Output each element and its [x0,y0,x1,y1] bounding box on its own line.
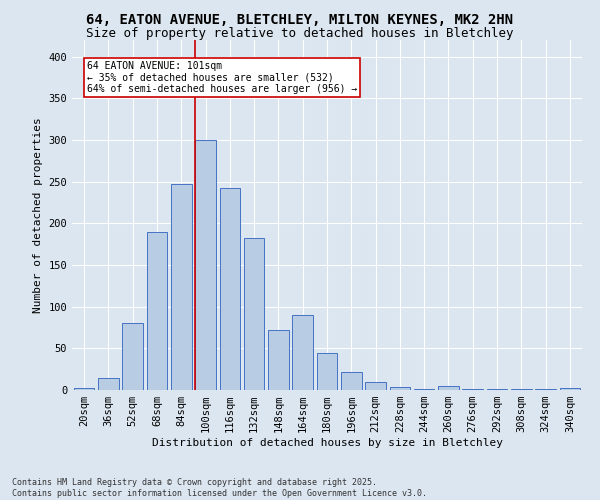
Bar [171,184,191,390]
Bar [535,389,556,390]
Bar [341,372,362,390]
Bar [365,382,386,390]
Bar [195,140,216,390]
Bar [74,388,94,390]
Bar [292,315,313,390]
Bar [511,389,532,390]
Bar [146,232,167,390]
Bar [560,388,580,390]
Text: Size of property relative to detached houses in Bletchley: Size of property relative to detached ho… [86,28,514,40]
Bar [317,352,337,390]
Bar [414,389,434,390]
Text: Contains HM Land Registry data © Crown copyright and database right 2025.
Contai: Contains HM Land Registry data © Crown c… [12,478,427,498]
Bar [244,238,265,390]
Bar [122,324,143,390]
Bar [220,188,240,390]
Bar [487,389,508,390]
Y-axis label: Number of detached properties: Number of detached properties [33,117,43,313]
Bar [463,389,483,390]
Bar [98,378,119,390]
Text: 64, EATON AVENUE, BLETCHLEY, MILTON KEYNES, MK2 2HN: 64, EATON AVENUE, BLETCHLEY, MILTON KEYN… [86,12,514,26]
Text: 64 EATON AVENUE: 101sqm
← 35% of detached houses are smaller (532)
64% of semi-d: 64 EATON AVENUE: 101sqm ← 35% of detache… [86,61,357,94]
Bar [438,386,459,390]
Bar [268,330,289,390]
Bar [389,386,410,390]
X-axis label: Distribution of detached houses by size in Bletchley: Distribution of detached houses by size … [151,438,503,448]
